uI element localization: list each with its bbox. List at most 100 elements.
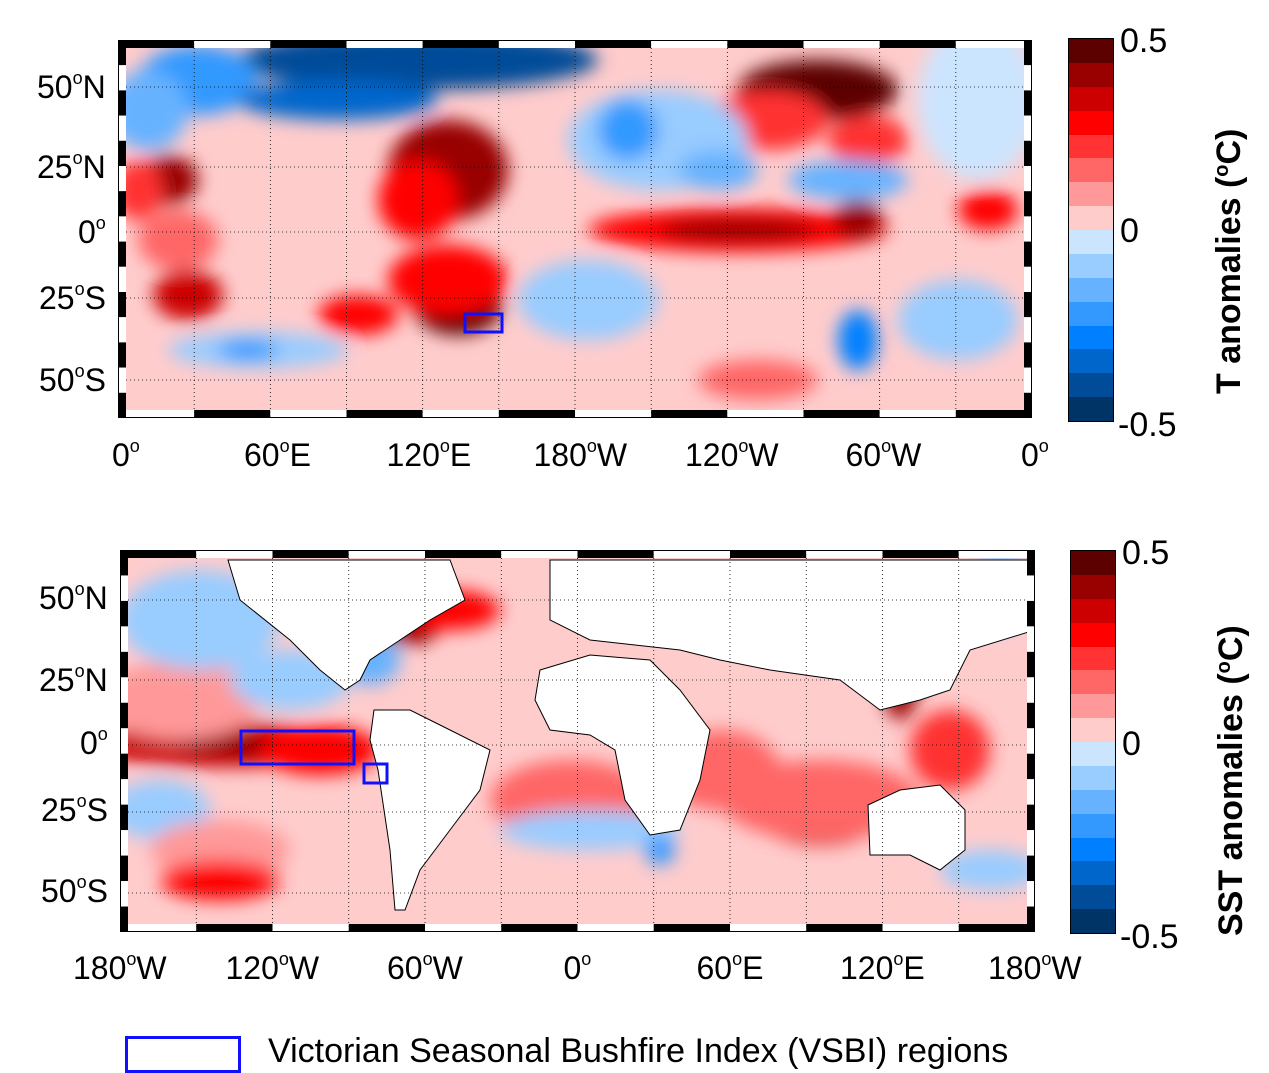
vsbi-region-box — [362, 762, 389, 785]
anomaly-patch — [118, 70, 188, 150]
anomaly-patch — [238, 40, 598, 90]
colorbar-step — [1069, 206, 1113, 230]
latitude-tick-label: 50oN — [37, 68, 106, 105]
frame-segment — [118, 292, 126, 318]
anomaly-patch — [598, 100, 658, 160]
frame-segment — [118, 392, 126, 418]
frame-segment — [1024, 166, 1032, 192]
frame-segment — [118, 65, 126, 91]
frame-segment — [1027, 804, 1035, 831]
frame-segment — [118, 410, 195, 418]
frame-segment — [1024, 317, 1032, 343]
frame-segment — [1024, 367, 1032, 393]
frame-segment — [120, 906, 128, 932]
frame-segment — [1027, 830, 1035, 856]
frame-segment — [958, 924, 1035, 932]
frame-segment — [120, 651, 128, 678]
frame-segment — [803, 410, 880, 418]
frame-segment — [1027, 702, 1035, 729]
frame-segment — [118, 342, 126, 368]
frame-segment — [1024, 241, 1032, 267]
colorbar-step — [1069, 182, 1113, 207]
frame-segment — [1027, 651, 1035, 678]
anomaly-patch — [898, 280, 1018, 360]
colorbar-step — [1069, 373, 1113, 398]
colorbar-step — [1069, 110, 1113, 135]
colorbar-step — [1071, 551, 1115, 575]
land-outline — [534, 654, 711, 836]
frame-segment — [498, 40, 575, 48]
frame-segment — [575, 40, 652, 48]
frame-segment — [1024, 40, 1032, 66]
frame-segment — [118, 241, 126, 267]
frame-segment — [118, 40, 126, 66]
anomaly-patch — [118, 160, 163, 220]
frame-segment — [1027, 779, 1035, 805]
longitude-tick-label: 60oW — [387, 949, 463, 986]
frame-segment — [882, 924, 959, 932]
frame-segment — [348, 924, 425, 932]
bottom-colorbar-zero: 0 — [1122, 725, 1141, 763]
longitude-tick-label: 0o — [1021, 436, 1049, 473]
latitude-tick-label: 25oS — [41, 791, 108, 828]
anomaly-patch — [388, 245, 508, 315]
frame-segment — [120, 677, 128, 703]
latitude-tick-label: 25oN — [37, 148, 106, 185]
frame-segment — [1024, 392, 1032, 418]
frame-segment — [118, 140, 126, 166]
frame-segment — [1024, 90, 1032, 116]
frame-segment — [1024, 216, 1032, 242]
land-outline — [549, 559, 1035, 711]
land-outline — [227, 559, 466, 691]
frame-segment — [346, 40, 423, 48]
anomaly-patch — [678, 150, 758, 190]
latitude-tick-label: 0o — [80, 724, 108, 761]
latitude-tick-label: 50oS — [41, 872, 108, 909]
frame-segment — [1027, 753, 1035, 780]
frame-segment — [806, 550, 883, 558]
frame-segment — [425, 924, 502, 932]
frame-segment — [120, 779, 128, 805]
latitude-tick-label: 50oN — [39, 579, 108, 616]
colorbar-step — [1071, 909, 1115, 933]
anomaly-patch — [238, 80, 438, 120]
legend-label: Victorian Seasonal Bushfire Index (VSBI)… — [268, 1032, 1009, 1070]
frame-segment — [501, 924, 578, 932]
colorbar-step — [1071, 837, 1115, 862]
frame-segment — [1027, 550, 1035, 576]
frame-segment — [882, 550, 959, 558]
anomaly-patch — [318, 295, 398, 335]
frame-segment — [422, 40, 499, 48]
frame-segment — [425, 550, 502, 558]
frame-segment — [730, 924, 807, 932]
frame-segment — [118, 266, 126, 292]
anomaly-patch — [153, 270, 223, 320]
frame-segment — [194, 40, 271, 48]
bottom-colorbar-max: 0.5 — [1122, 534, 1170, 572]
frame-segment — [653, 924, 730, 932]
frame-segment — [879, 40, 956, 48]
anomaly-patch — [940, 850, 1035, 890]
frame-segment — [120, 753, 128, 780]
bottom-colorbar — [1070, 550, 1116, 934]
colorbar-step — [1071, 694, 1115, 719]
frame-segment — [727, 410, 804, 418]
colorbar-step — [1071, 574, 1115, 599]
longitude-tick-label: 120oE — [386, 436, 472, 473]
top-colorbar-title: T anomalies (oC) — [1210, 128, 1248, 394]
frame-segment — [1027, 906, 1035, 932]
colorbar-step — [1071, 742, 1115, 766]
frame-segment — [118, 90, 126, 116]
frame-segment — [577, 924, 654, 932]
colorbar-step — [1069, 134, 1113, 159]
frame-segment — [272, 550, 349, 558]
frame-segment — [879, 410, 956, 418]
frame-segment — [1027, 881, 1035, 907]
colorbar-step — [1071, 622, 1115, 647]
frame-segment — [727, 40, 804, 48]
top-colorbar-max: 0.5 — [1120, 22, 1168, 60]
longitude-tick-label: 0o — [563, 949, 592, 986]
frame-segment — [577, 550, 654, 558]
frame-segment — [120, 881, 128, 907]
colorbar-step — [1069, 62, 1113, 87]
